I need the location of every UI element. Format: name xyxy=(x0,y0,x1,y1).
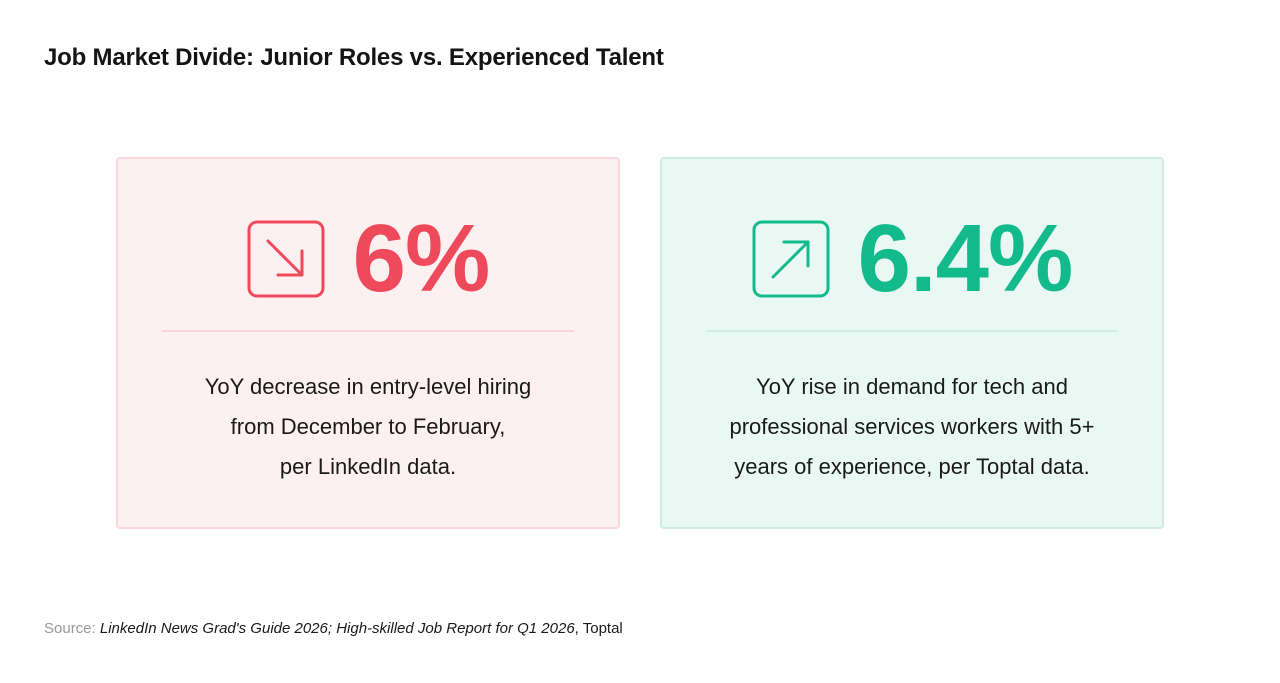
stat-description: YoY decrease in entry-level hiring from … xyxy=(148,367,588,487)
page-title: Job Market Divide: Junior Roles vs. Expe… xyxy=(44,44,664,71)
stat-value: 6% xyxy=(352,205,491,312)
description-line: years of experience, per Toptal data. xyxy=(734,454,1090,479)
description-line: professional services workers with 5+ xyxy=(729,414,1095,439)
description-line: YoY rise in demand for tech and xyxy=(756,374,1068,399)
description-line: from December to February, xyxy=(230,414,506,439)
stat-row: 6.4% xyxy=(662,209,1162,309)
arrow-up-right-icon xyxy=(752,220,830,298)
stat-row: 6% xyxy=(118,209,618,309)
junior-roles-card: 6% YoY decrease in entry-level hiring fr… xyxy=(116,157,620,529)
description-line: YoY decrease in entry-level hiring xyxy=(204,374,532,399)
divider xyxy=(162,330,574,332)
experienced-talent-card: 6.4% YoY rise in demand for tech and pro… xyxy=(660,157,1164,529)
stat-description: YoY rise in demand for tech and professi… xyxy=(692,367,1132,487)
divider xyxy=(706,330,1118,332)
source-note: Source: LinkedIn News Grad's Guide 2026;… xyxy=(44,620,623,637)
source-publisher: , Toptal xyxy=(574,620,623,637)
source-label: Source: xyxy=(44,620,96,637)
arrow-down-right-icon xyxy=(247,220,325,298)
description-line: per LinkedIn data. xyxy=(279,454,457,479)
stat-value: 6.4% xyxy=(857,205,1074,312)
source-titles: LinkedIn News Grad's Guide 2026; High-sk… xyxy=(99,620,575,637)
